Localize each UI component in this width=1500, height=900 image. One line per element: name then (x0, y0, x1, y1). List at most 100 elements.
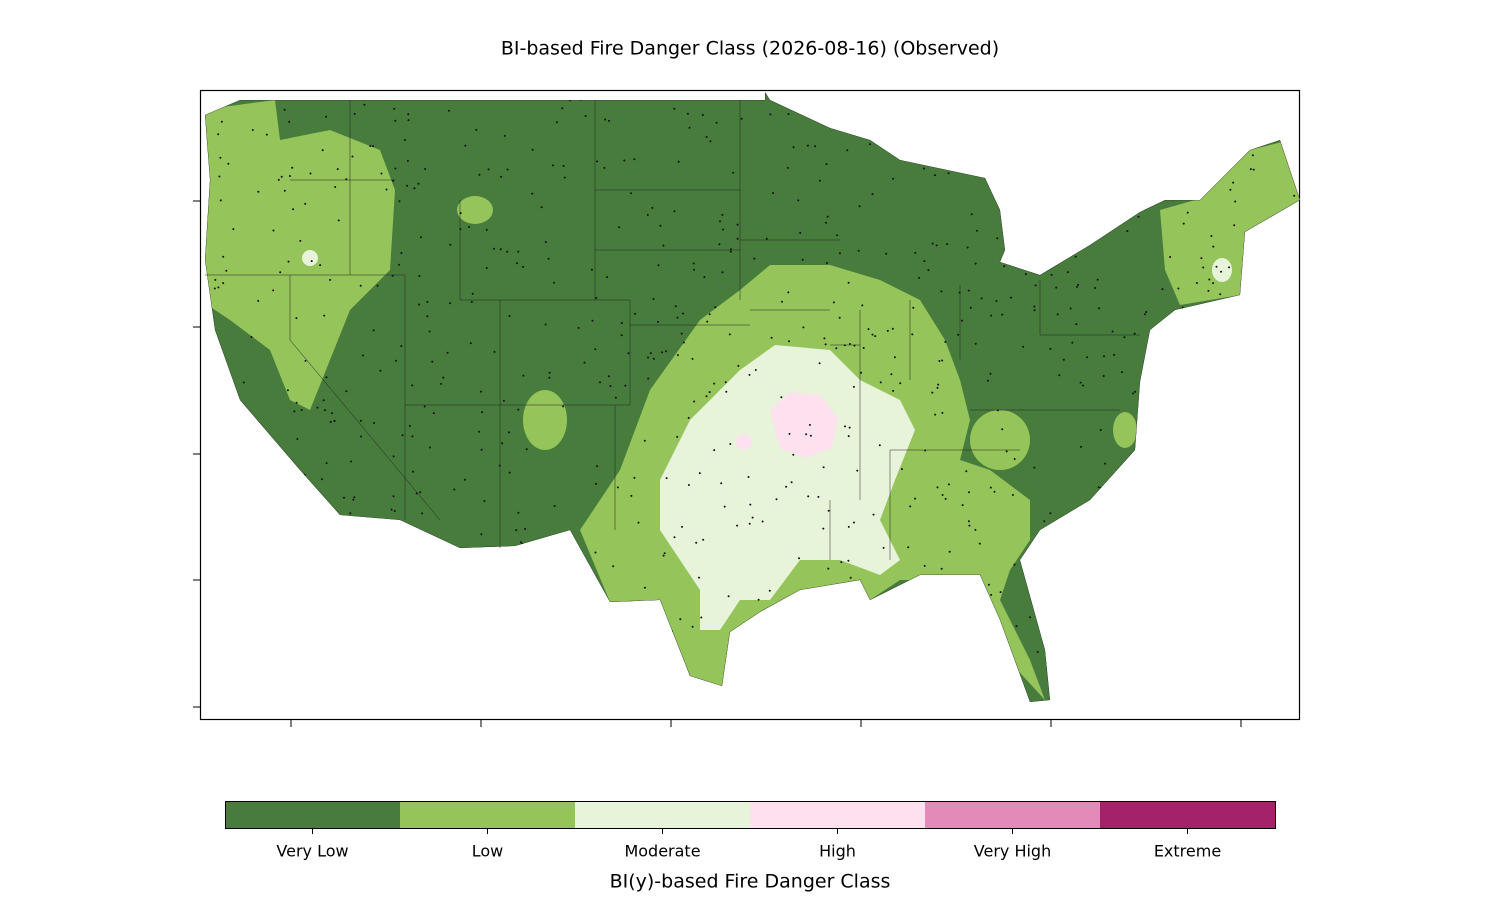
station-dot (517, 511, 520, 514)
station-dot (1057, 116, 1060, 119)
station-dot (923, 564, 926, 567)
station-dot (1293, 194, 1296, 197)
station-dot (1050, 273, 1053, 276)
station-dot (1187, 370, 1190, 373)
station-dot (788, 340, 790, 343)
station-dot (647, 377, 650, 380)
station-dot (890, 682, 893, 685)
station-dot (552, 164, 554, 167)
station-dot (513, 662, 516, 664)
station-dot (856, 469, 859, 472)
station-dot (432, 661, 435, 664)
station-dot (220, 120, 223, 123)
station-dot (1191, 459, 1194, 462)
station-dot (978, 656, 981, 659)
station-dot (857, 656, 860, 658)
station-dot (334, 186, 337, 188)
station-dot (1005, 450, 1008, 453)
station-dot (386, 691, 389, 694)
station-dot (693, 268, 695, 271)
station-dot (662, 554, 665, 557)
station-dot (1241, 303, 1244, 306)
station-dot (974, 342, 977, 345)
station-dot (1183, 534, 1186, 537)
station-dot (606, 276, 609, 279)
station-dot (1003, 265, 1006, 268)
station-dot (508, 431, 510, 434)
station-dot (385, 188, 388, 191)
station-dot (337, 219, 340, 222)
station-dot (319, 264, 322, 267)
station-dot (500, 175, 503, 178)
station-dot (1121, 201, 1124, 204)
station-dot (1203, 576, 1206, 579)
station-dot (1262, 592, 1264, 594)
station-dot (1039, 101, 1042, 104)
station-dot (890, 675, 893, 678)
station-dot (406, 184, 409, 187)
station-dot (1075, 323, 1078, 326)
station-dot (1200, 356, 1203, 358)
station-dot (825, 221, 827, 224)
station-dot (1049, 347, 1052, 350)
station-dot (713, 449, 716, 452)
station-dot (885, 252, 888, 255)
station-dot (891, 327, 894, 330)
station-dot (936, 486, 939, 489)
station-dot (785, 485, 788, 488)
station-dot (781, 300, 783, 303)
station-dot (1108, 587, 1111, 590)
station-dot (941, 494, 944, 496)
station-dot (1219, 293, 1222, 296)
station-dot (1069, 177, 1072, 180)
station-dot (367, 566, 370, 569)
station-dot (380, 172, 383, 175)
station-dot (1156, 358, 1159, 361)
station-dot (772, 656, 775, 659)
station-dot (400, 607, 403, 610)
station-dot (643, 586, 646, 589)
station-dot (401, 434, 404, 437)
station-dot (922, 167, 925, 170)
station-dot (1239, 541, 1242, 544)
station-dot (721, 213, 724, 216)
station-dot (692, 262, 695, 265)
station-dot (948, 550, 951, 553)
station-dot (1034, 284, 1037, 287)
station-dot (522, 265, 525, 268)
station-dot (288, 120, 291, 123)
station-dot (1033, 309, 1036, 312)
station-dot (916, 140, 919, 143)
station-dot (1288, 434, 1291, 437)
station-dot (892, 389, 895, 392)
station-dot (225, 269, 228, 272)
station-dot (1013, 458, 1016, 460)
station-dot (609, 644, 612, 647)
station-dot (1079, 594, 1082, 597)
station-dot (257, 685, 260, 688)
station-dot (563, 176, 566, 179)
station-dot (287, 260, 290, 263)
station-dot (291, 166, 294, 169)
station-dot (847, 525, 850, 528)
station-dot (246, 618, 249, 620)
station-dot (252, 543, 255, 546)
station-dot (544, 323, 547, 326)
station-dot (599, 381, 601, 384)
station-dot (614, 396, 617, 399)
station-dot (1104, 462, 1106, 465)
station-dot (661, 351, 663, 354)
station-dot (485, 228, 488, 231)
station-dot (1237, 387, 1240, 390)
color-segment (1100, 801, 1276, 829)
station-dot (832, 301, 835, 304)
station-dot (419, 491, 422, 494)
station-dot (352, 498, 355, 501)
station-dot (553, 606, 556, 609)
station-dot (1177, 287, 1180, 290)
station-dot (596, 160, 599, 163)
station-dot (1106, 674, 1109, 676)
station-dot (910, 652, 913, 655)
station-dot (1002, 130, 1005, 133)
station-dot (376, 284, 379, 287)
